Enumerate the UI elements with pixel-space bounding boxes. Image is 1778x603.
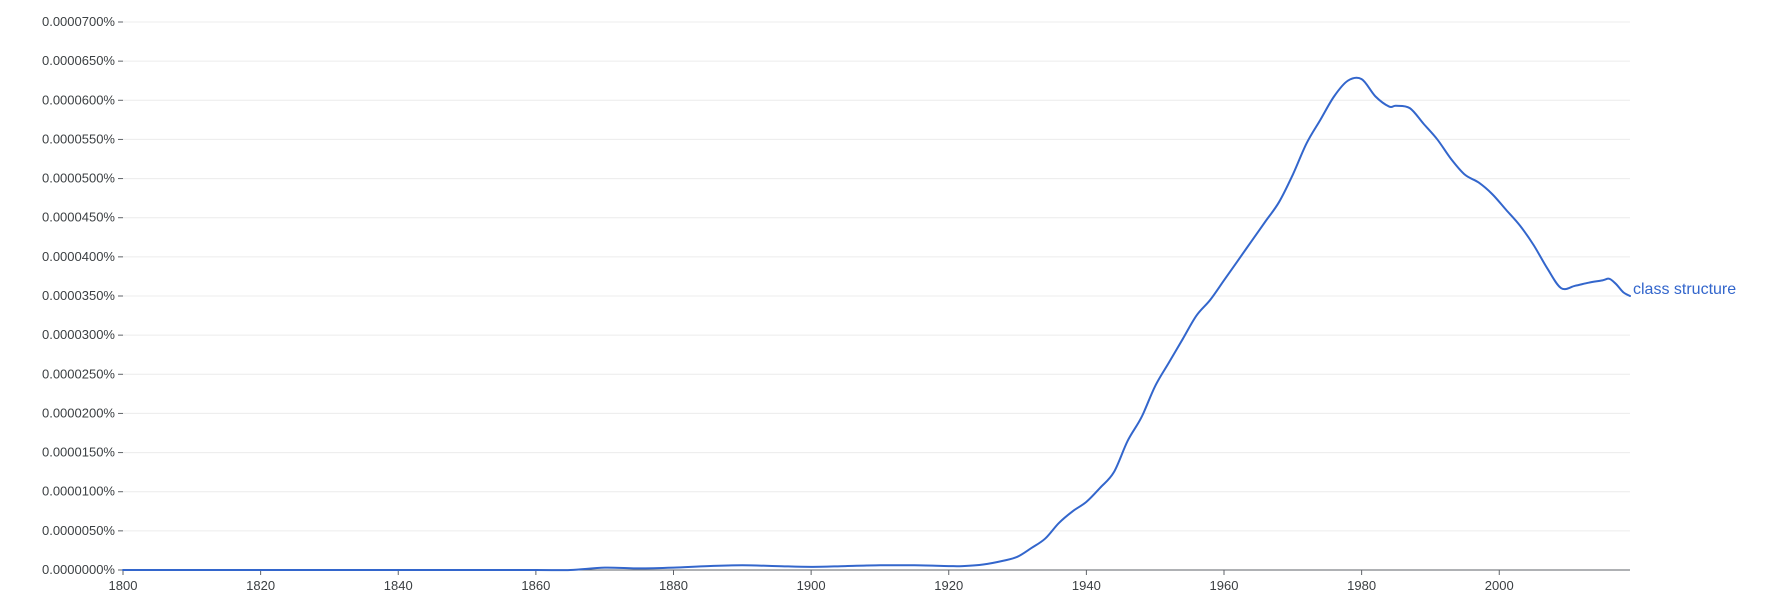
series-line-class-structure — [122, 76, 1631, 572]
y-tick-label: 0.0000100% — [42, 484, 115, 499]
x-tick-label: 1820 — [246, 578, 275, 593]
y-tick-label: 0.0000650% — [42, 53, 115, 68]
x-tick-label: 1940 — [1072, 578, 1101, 593]
x-tick-label: 1840 — [384, 578, 413, 593]
series-label: class structure — [1633, 281, 1736, 298]
y-tick-label: 0.0000700% — [42, 14, 115, 29]
x-tick-label: 2000 — [1485, 578, 1514, 593]
x-tick-label: 1800 — [109, 578, 138, 593]
x-tick-label: 1900 — [797, 578, 826, 593]
gridlines — [123, 21, 1630, 532]
y-tick-label: 0.0000250% — [42, 366, 115, 381]
y-tick-label: 0.0000500% — [42, 171, 115, 186]
y-tick-label: 0.0000450% — [42, 210, 115, 225]
x-tick-label: 1960 — [1210, 578, 1239, 593]
y-tick-label: 0.0000050% — [42, 523, 115, 538]
y-tick-label: 0.0000550% — [42, 131, 115, 146]
x-tick-label: 1880 — [659, 578, 688, 593]
y-axis: 0.0000000% 0.0000050% 0.0000100% 0.0000150%… — [42, 14, 123, 577]
x-tick-label: 1920 — [934, 578, 963, 593]
y-tick-label: 0.0000350% — [42, 288, 115, 303]
x-tick-label: 1980 — [1347, 578, 1376, 593]
y-tick-label: 0.0000400% — [42, 249, 115, 264]
y-tick-label: 0.0000600% — [42, 92, 115, 107]
series-layer: class structure — [122, 76, 1736, 572]
x-axis: 1800 1820 1840 1860 1880 1900 1920 1940 1960 1980… — [109, 569, 1630, 593]
y-tick-label: 0.0000300% — [42, 327, 115, 342]
y-tick-label: 0.0000000% — [42, 562, 115, 577]
y-tick-label: 0.0000150% — [42, 445, 115, 460]
y-tick-label: 0.0000200% — [42, 405, 115, 420]
x-tick-label: 1860 — [521, 578, 550, 593]
